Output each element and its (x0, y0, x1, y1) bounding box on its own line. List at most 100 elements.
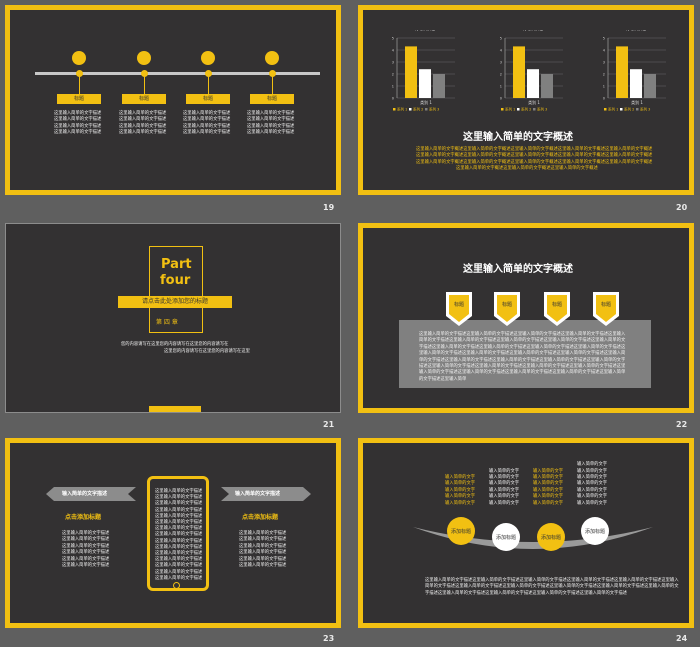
text-column: 输入简单的文字 输入简单的文字 输入简单的文字 输入简单的文字 输入简单的文字 输入简单的… (577, 462, 607, 507)
tick-label: 2 (603, 73, 605, 77)
bar (513, 46, 525, 98)
bar-charts: 添加标题 0 1 2 3 4 5 类别 1 系列 1 系列 2 系列 3 添加标题 0 1 2 3 4 5 类别 1… (392, 30, 666, 112)
phone-line: 这里输入简单的文字描述 (155, 569, 203, 575)
step-circle[interactable] (537, 523, 565, 551)
phone-line: 这里输入简单的文字描述 (155, 557, 203, 563)
legend-label: 系列 3 (537, 107, 547, 112)
phone-line: 这里输入简单的文字描述 (155, 495, 203, 501)
bottom-bar (149, 406, 201, 412)
step-label: 添加标题 (450, 529, 471, 535)
desc-line: 输入简单的文字 (533, 494, 564, 500)
timeline-node (269, 70, 276, 77)
page-number-24: 24 (676, 634, 688, 643)
desc-line: 这里输入简单的文字描述 (239, 531, 287, 536)
phone-text: 这里输入简单的文字描述 这里输入简单的文字描述 这里输入简单的文字描述 这里输入简单的… (155, 489, 202, 582)
para-line: 这里输入简单的文字概述这里输入简单的文字概述这里输入简单的文字概述这里输入简单的… (416, 147, 653, 152)
desc-line: 这里输入简单的文字描述 (183, 117, 231, 123)
step-circle[interactable] (447, 517, 475, 545)
desc-line: 输入简单的文字 (577, 462, 608, 468)
page-number-22: 22 (676, 420, 688, 429)
desc-line: 这里输入简单的文字描述 (239, 563, 287, 569)
step-circle[interactable] (581, 517, 609, 545)
para-line: 描述这里输入简单的文字描述这里输入简单的文字描述这里输入简单的文字描述这里输入简… (419, 364, 626, 370)
timeline-node (76, 70, 83, 77)
search-icon (201, 51, 215, 65)
bar (541, 74, 553, 98)
category-label: 类别 1 (528, 99, 540, 105)
column-label: 标题 (122, 94, 166, 104)
desc-line: 输入简单的文字 (489, 475, 520, 480)
desc-line: 这里输入简单的文字描述 (54, 111, 102, 116)
desc-line: 输入简单的文字 (445, 500, 476, 506)
desc-line: 输入简单的文字 (489, 500, 520, 506)
step-circle[interactable] (492, 523, 520, 551)
tag-pentagon (593, 292, 619, 326)
text-column: 输入简单的文字 输入简单的文字 输入简单的文字 输入简单的文字 输入简单的文字 输入简单的… (533, 469, 563, 507)
desc-line: 输入简单的文字 (533, 468, 564, 474)
desc-line: 这里输入简单的文字描述 (62, 550, 110, 556)
tick-label: 3 (392, 61, 394, 65)
legend-label: 系列 1 (505, 107, 515, 112)
slide-19[interactable]: 标题 这里输入简单的文字描述 这里输入简单的文字描述 这里输入简单的文字描述 这里输入简… (5, 5, 341, 195)
slide-21[interactable]: Part four 请点击此处添加您的标题 第 四 章 您的内容请写在这里您的内… (5, 223, 341, 413)
bar (433, 74, 445, 98)
subtitle-bar: 请点击此处添加您的标题 (118, 296, 232, 308)
desc-line: 输入简单的文字 (577, 481, 608, 487)
text-column: 输入简单的文字 输入简单的文字 输入简单的文字 输入简单的文字 输入简单的文字 输入简单的… (489, 469, 519, 507)
desc-line: 这里输入简单的文字描述 (54, 117, 102, 123)
para-line: 输入简单的文字描述这里输入简单的文字描述这里输入简单的文字描述这里输入简单的文字… (419, 370, 626, 376)
tick-label: 4 (392, 49, 395, 53)
legend-label: 系列 1 (608, 107, 618, 112)
connector (144, 76, 145, 96)
part-frame (149, 246, 203, 333)
location-icon (265, 51, 279, 65)
phone-line: 这里输入简单的文字描述 (155, 513, 203, 519)
slide-20[interactable]: 添加标题 0 1 2 3 4 5 类别 1 系列 1 系列 2 系列 3 添加标题 0 1 2 3 4 5 类别 1… (358, 5, 694, 195)
para-line: 单的文字描述这里输入简单的文字描述这里输入简单的文字描述这里输入简单的文字描述这… (419, 357, 626, 363)
connector (79, 76, 80, 96)
right-banner-text: 输入简单的文字描述 (235, 491, 281, 497)
desc-line: 这里输入简单的文字描述 (119, 123, 167, 129)
desc-line: 输入简单的文字 (533, 487, 564, 493)
phone-line: 这里输入简单的文字描述 (155, 538, 203, 544)
phone-line: 这里输入简单的文字描述 (155, 520, 203, 526)
bar (527, 69, 539, 98)
slide-24[interactable]: 输入简单的文字 输入简单的文字 输入简单的文字 输入简单的文字 输入简单的文字 输入简单的… (358, 438, 694, 628)
desc-line: 这里输入简单的文字描述 (247, 123, 295, 129)
phone-line: 这里输入简单的文字描述 (155, 575, 203, 581)
para-line: 这里输入简单的文字概述这里输入简单的文字概述这里输入简单的文字概述 (456, 166, 598, 172)
tick-label: 0 (603, 97, 605, 101)
legend-swatch (620, 108, 623, 111)
column-text: 这里输入简单的文字描述 这里输入简单的文字描述 这里输入简单的文字描述 这里输入简单的… (54, 111, 101, 137)
slide-23[interactable]: 输入简单的文字描述 输入简单的文字描述 点击添加标题 点击添加标题 这里输入简单… (5, 438, 341, 628)
phone-line: 这里输入简单的文字描述 (155, 544, 203, 550)
slide-22[interactable]: 这里输入简单的文字概述 标题 标题 标题 标题 这里输入简单的文字描述这里输入简单的文… (358, 223, 694, 413)
desc-line: 这里输入简单的文字描述 (54, 123, 102, 129)
desc-line: 这里输入简单的文字描述 (62, 563, 110, 569)
legend-label: 系列 3 (429, 107, 439, 112)
step-label: 添加标题 (584, 529, 605, 535)
column-label: 标题 (57, 94, 101, 104)
para-line: 这里输入简单的文字概述这里输入简单的文字概述这里输入简单的文字概述这里输入简单的… (416, 159, 653, 165)
right-banner (221, 487, 311, 501)
column-text: 这里输入简单的文字描述 这里输入简单的文字描述 这里输入简单的文字描述 这里输入简单的… (119, 111, 166, 137)
chart-title: 添加标题 (626, 30, 646, 32)
para-line: 这里输入简单的文字描述这里输入简单的文字描述这里输入简单的文字描述这里输入简单的… (425, 578, 679, 583)
tag-label: 标题 (453, 302, 464, 308)
connector (208, 76, 209, 96)
para-line: 这里输入简单的文字描述这里输入简单的文字描述这里输入简单的文字描述这里输入简单的… (419, 332, 626, 337)
legend-swatch (636, 108, 639, 111)
phone-line: 这里输入简单的文字描述 (155, 526, 203, 532)
page-number-23: 23 (323, 634, 335, 643)
desc-line: 这里输入简单的文字描述 (183, 111, 231, 116)
tick-label: 5 (603, 37, 605, 41)
chart-title: 添加标题 (523, 30, 543, 32)
desc-line: 这里输入简单的文字描述 (247, 117, 295, 123)
desc-line: 输入简单的文字 (533, 481, 564, 487)
desc-line: 输入简单的文字 (577, 468, 608, 474)
tick-label: 0 (500, 97, 502, 101)
legend-label: 系列 2 (521, 107, 531, 112)
desc-line: 这里输入简单的文字描述 (247, 111, 295, 116)
slide-22-heading: 这里输入简单的文字概述 (463, 264, 573, 275)
desc-line: 这里输入简单的文字描述 (119, 111, 167, 116)
